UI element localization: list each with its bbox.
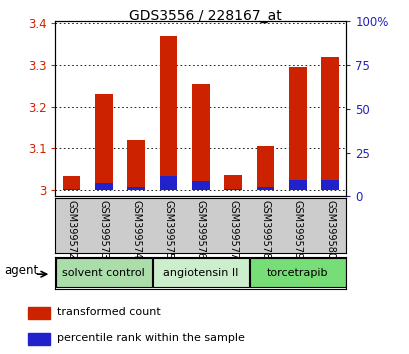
Text: GSM399573: GSM399573 [99, 200, 109, 259]
Bar [321, 179, 338, 190]
Bar [95, 183, 112, 190]
Bar [159, 176, 177, 190]
Bar [63, 189, 80, 190]
Bar [153, 258, 248, 287]
Bar [63, 176, 80, 189]
Bar [127, 187, 145, 190]
Bar [224, 175, 242, 189]
Bar [56, 258, 151, 287]
Bar [95, 94, 112, 183]
Text: GSM399579: GSM399579 [292, 200, 302, 259]
Text: GSM399575: GSM399575 [163, 200, 173, 259]
Bar [224, 189, 242, 190]
Text: GSM399572: GSM399572 [66, 200, 76, 259]
Bar [191, 181, 209, 190]
Bar [127, 140, 145, 187]
Text: GSM399578: GSM399578 [260, 200, 270, 259]
Bar [159, 36, 177, 176]
Bar [288, 67, 306, 181]
Text: percentile rank within the sample: percentile rank within the sample [57, 333, 245, 343]
Text: solvent control: solvent control [62, 268, 145, 278]
Text: GSM399576: GSM399576 [196, 200, 205, 259]
Text: agent: agent [4, 264, 38, 278]
Bar [288, 181, 306, 190]
Text: angiotensin II: angiotensin II [163, 268, 238, 278]
Bar [256, 187, 274, 190]
Bar [28, 333, 50, 345]
Bar [256, 147, 274, 187]
Bar [191, 84, 209, 181]
Bar [28, 307, 50, 319]
Text: GSM399577: GSM399577 [228, 200, 238, 259]
Bar [321, 57, 338, 179]
Text: GDS3556 / 228167_at: GDS3556 / 228167_at [128, 9, 281, 23]
Text: transformed count: transformed count [57, 307, 161, 317]
Bar [249, 258, 345, 287]
Text: GSM399580: GSM399580 [324, 200, 335, 259]
Text: GSM399574: GSM399574 [131, 200, 141, 259]
Text: torcetrapib: torcetrapib [267, 268, 328, 278]
